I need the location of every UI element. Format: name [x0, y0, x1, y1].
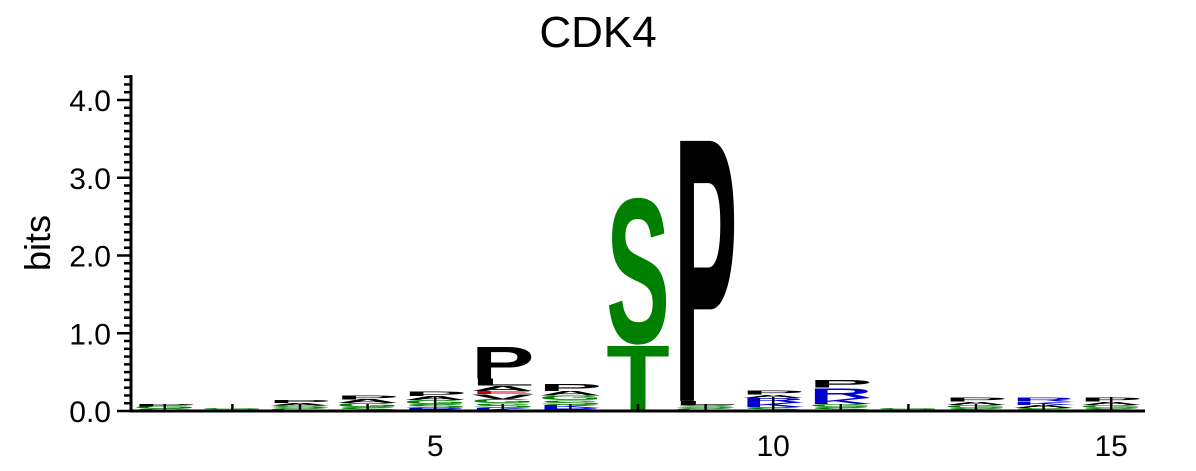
logo-letter-p-pos-5: P	[403, 390, 467, 397]
x-tick-label: 10	[757, 430, 790, 463]
logo-letter-p-pos-10: P	[741, 390, 805, 396]
logo-letter-p-pos-4: P	[336, 395, 400, 401]
x-tick-label: 5	[427, 430, 444, 463]
y-axis-label: bits	[17, 215, 58, 271]
logo-letter-p-pos-13: P	[944, 397, 1008, 403]
logo-letter-r-pos-14: R	[1012, 397, 1076, 403]
logo-letter-a-pos-10: A	[741, 394, 805, 399]
logo-letter-l-pos-9: L	[674, 400, 738, 406]
y-tick-label: 3.0	[69, 163, 111, 196]
logo-letter-p-pos-3: P	[268, 399, 332, 404]
logo-letter-l-pos-6: L	[471, 377, 535, 388]
y-tick-label: 0.0	[69, 396, 111, 429]
y-tick-label: 4.0	[69, 85, 111, 118]
logo-letter-p-pos-7: P	[539, 382, 603, 393]
chart-axes: 0.0 1.0 2.0 3.0 4.0 5 10 15	[69, 75, 1145, 463]
logo-letter-s-pos-8: S	[606, 156, 670, 387]
logo-letter-r-pos-11: R	[809, 385, 873, 401]
chart-title: CDK4	[539, 8, 656, 57]
x-tick-label: 15	[1095, 430, 1128, 463]
logo-letter-k-pos-11: K	[809, 396, 873, 406]
y-tick-label: 2.0	[69, 241, 111, 274]
logo-letter-t-pos-8: T	[606, 326, 670, 432]
logo-letter-a-pos-13: A	[944, 401, 1008, 406]
logo-letter-a-pos-7: A	[539, 390, 603, 397]
logo-letter-g-pos-6: G	[471, 398, 535, 404]
logo-letter-k-pos-14: K	[1012, 401, 1076, 406]
logo-letter-a-pos-4: A	[336, 398, 400, 404]
logo-letter-p-pos-11: P	[809, 378, 873, 390]
logo-letter-s-pos-7: S	[539, 399, 603, 406]
logo-letter-e-pos-6: E	[471, 390, 535, 395]
logo-letter-p-pos-6: P	[471, 337, 535, 388]
logo-letter-g-pos-7: G	[539, 394, 603, 401]
logo-letter-v-pos-6: V	[471, 393, 534, 401]
y-tick-label: 1.0	[69, 318, 111, 351]
logo-letter-p-pos-9: P	[674, 61, 738, 471]
logo-letter-a-pos-6: A	[471, 384, 535, 392]
